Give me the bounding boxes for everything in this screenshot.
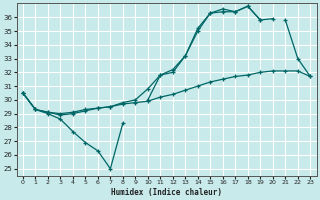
X-axis label: Humidex (Indice chaleur): Humidex (Indice chaleur) [111,188,222,197]
